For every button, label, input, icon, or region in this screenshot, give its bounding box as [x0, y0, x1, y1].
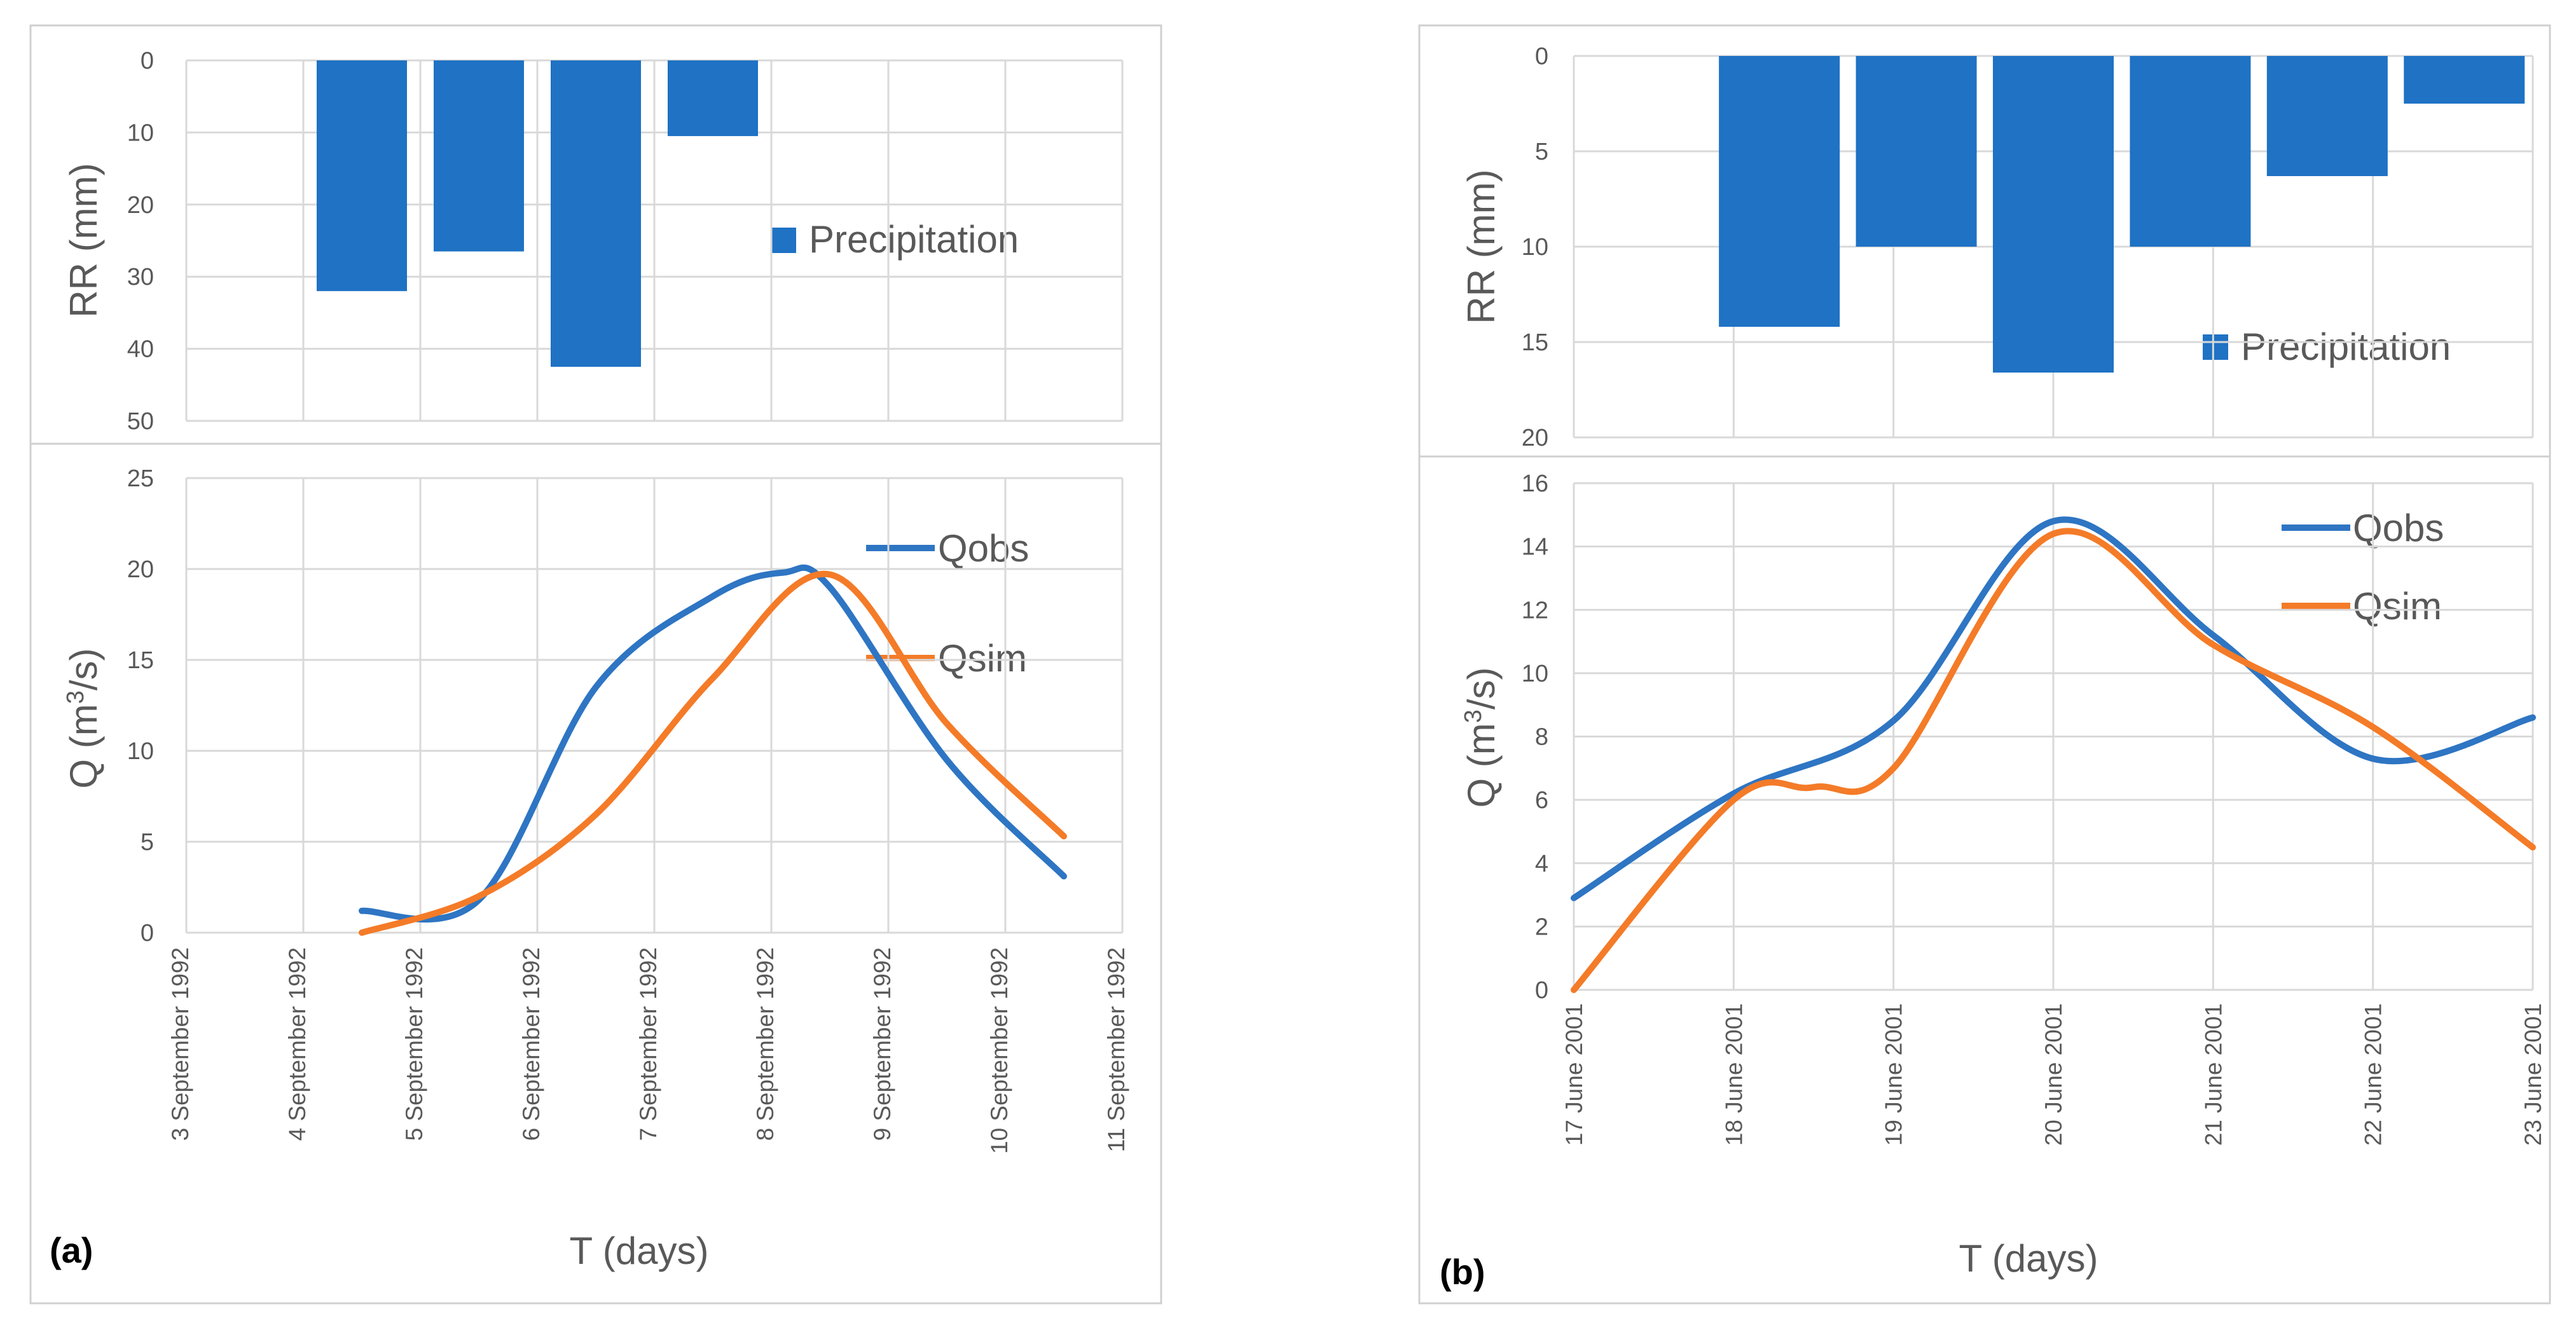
- panel-a-discharge-ylabel: Q (m3/s): [62, 648, 105, 788]
- panel-a-frame: [29, 24, 1162, 1305]
- panel-b-precip-ytick: 0: [1535, 43, 1548, 70]
- panel-b-discharge-ytick: 0: [1535, 977, 1548, 1004]
- panel-a-qobs-line: [359, 564, 1067, 923]
- panel-b-discharge-ytick: 4: [1535, 851, 1548, 877]
- panel-a-x-category: 3 September 1992: [167, 947, 193, 1141]
- panel-a-discharge-ytick: 0: [141, 920, 154, 947]
- panel-a-legend-qobs-label: Qobs: [938, 527, 1029, 570]
- panel-a-precip-bar: [551, 60, 641, 367]
- panel-b-precip-ytick: 20: [1522, 425, 1548, 451]
- panel-b-precip-bar: [2266, 56, 2388, 176]
- panel-b-precip-bar: [1856, 56, 1977, 247]
- panel-a-legend-precip-label: Precipitation: [809, 218, 1019, 261]
- panel-b-discharge-ytick: 14: [1522, 534, 1548, 561]
- panel-a-precip-ytick: 50: [127, 408, 154, 435]
- panel-b-discharge-ytick: 6: [1535, 787, 1548, 814]
- panel-a-discharge-ytick: 20: [127, 556, 154, 583]
- panel-a-x-category: 8 September 1992: [752, 947, 778, 1141]
- panel-a-legend-qsim-label: Qsim: [938, 637, 1027, 680]
- panel-b-label: (b): [1440, 1252, 1485, 1292]
- panel-a-x-category: 7 September 1992: [635, 947, 661, 1141]
- panel-b-legend-qobs-label: Qobs: [2353, 507, 2444, 549]
- panel-a-precip-ytick: 20: [127, 192, 154, 219]
- panel-b-x-category: 20 June 2001: [2041, 1003, 2067, 1146]
- panel-b-x-category: 17 June 2001: [1561, 1003, 1587, 1146]
- panel-a-x-category: 9 September 1992: [869, 947, 895, 1141]
- panel-b-precip-bar: [1993, 56, 2114, 373]
- panel-b-x-category: 23 June 2001: [2520, 1003, 2546, 1146]
- panel-a-precip-bar: [434, 60, 524, 252]
- panel-a-xlabel: T (days): [570, 1230, 709, 1272]
- panel-b-precip-bar: [1719, 56, 1840, 327]
- panel-b-x-category: 21 June 2001: [2200, 1003, 2226, 1146]
- panel-b-precip-bar: [2130, 56, 2251, 247]
- panel-a-precip-bar: [317, 60, 407, 291]
- panel-b-x-category: 18 June 2001: [1721, 1003, 1747, 1146]
- panel-a-precip-ylabel: RR (mm): [62, 163, 105, 317]
- panel-a-precip-ytick: 10: [127, 120, 154, 146]
- panel-b-x-category: 19 June 2001: [1881, 1003, 1907, 1146]
- panel-b-xlabel: T (days): [1959, 1237, 2098, 1280]
- panel-b-legend-precip-swatch: [2203, 334, 2228, 360]
- panel-b-discharge-ylabel: Q (m3/s): [1460, 667, 1503, 807]
- panel-a-x-category: 4 September 1992: [284, 947, 310, 1141]
- panel-b-discharge-ytick: 2: [1535, 914, 1548, 940]
- panel-a-discharge-ytick: 25: [127, 465, 154, 492]
- panel-b-legend-qsim-label: Qsim: [2353, 585, 2442, 627]
- panel-a-x-category: 6 September 1992: [518, 947, 544, 1141]
- panel-b-qobs-line: [1571, 516, 2536, 902]
- panel-b-precip-ytick: 10: [1522, 234, 1548, 261]
- panel-b-discharge-ytick: 10: [1522, 661, 1548, 687]
- panel-a-x-category: 10 September 1992: [986, 947, 1012, 1154]
- panel-a-legend-precip-swatch: [771, 228, 796, 253]
- panel-a-discharge-ytick: 10: [127, 738, 154, 765]
- panel-b-qsim-line: [1571, 528, 2536, 993]
- panel-b-discharge-ytick: 12: [1522, 597, 1548, 624]
- panel-a-precip-bar: [668, 60, 758, 137]
- panel-b-precip-ytick: 15: [1522, 329, 1548, 356]
- panel-a-qsim-line: [359, 570, 1067, 936]
- panel-b-frame: [1418, 24, 2551, 1305]
- panel-a-x-category: 5 September 1992: [401, 947, 427, 1141]
- panel-a-discharge-ytick: 15: [127, 647, 154, 674]
- panel-b-legend-precip-label: Precipitation: [2241, 326, 2451, 368]
- panel-a-discharge-ytick: 5: [141, 829, 154, 856]
- panel-b-discharge-ytick: 16: [1522, 470, 1548, 497]
- panel-a-precip-ytick: 30: [127, 264, 154, 291]
- panel-b-discharge-ytick: 8: [1535, 724, 1548, 751]
- panel-a-label: (a): [50, 1230, 93, 1270]
- panel-b-precip-bar: [2404, 56, 2525, 104]
- panel-a-precip-ytick: 0: [141, 48, 154, 74]
- panel-b-precip-ytick: 5: [1535, 139, 1548, 165]
- panel-b-x-category: 22 June 2001: [2360, 1003, 2387, 1146]
- panel-b-precip-ylabel: RR (mm): [1460, 169, 1503, 324]
- panel-a-precip-ytick: 40: [127, 336, 154, 363]
- panel-a-x-category: 11 September 1992: [1103, 947, 1129, 1152]
